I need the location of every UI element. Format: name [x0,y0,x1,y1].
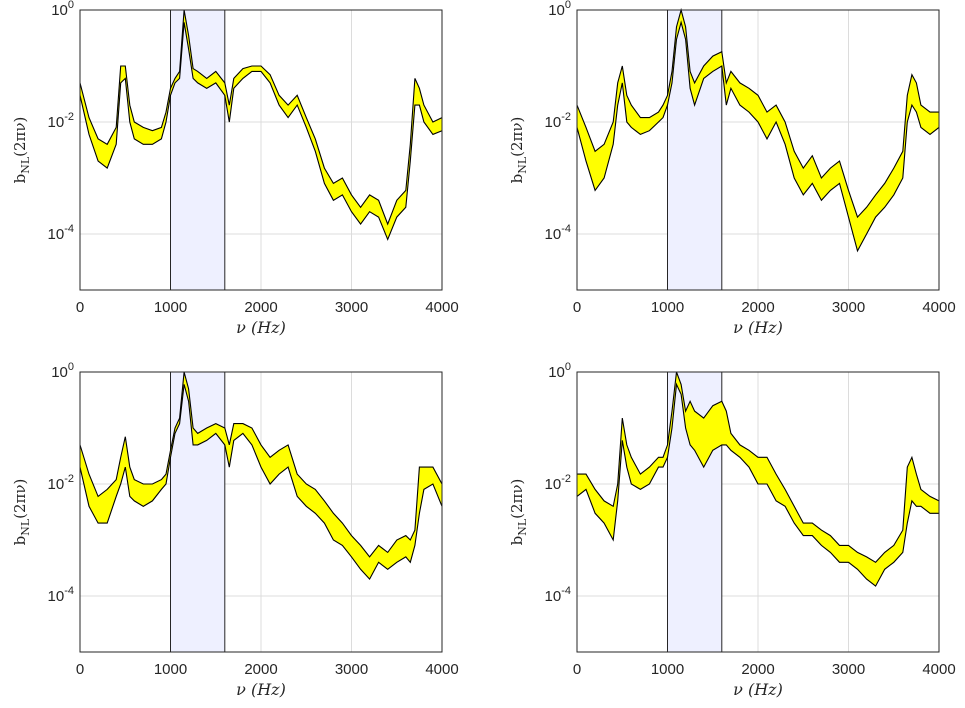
x-tick-label: 0 [76,661,84,678]
x-tick-label: 4000 [425,661,458,678]
y-tick-label: 10-4 [48,585,74,605]
x-tick-label: 1000 [651,661,684,678]
x-tick-label: 3000 [832,299,865,316]
axes-frame [576,9,940,291]
series-line-lower [576,20,940,253]
series-line-upper [577,371,940,564]
highlight-band [170,371,226,653]
x-tick-label: 0 [573,299,581,316]
axes-frame [79,371,443,653]
x-axis-label: ν (Hz) [733,680,783,699]
y-tick-label: 100 [51,0,74,19]
x-tick-label: 0 [573,661,581,678]
x-axis-label: ν (Hz) [236,318,286,337]
axes-frame [576,371,940,653]
panel-bottom-right: 0 1000 2000 3000 4000 10-4 10-2 100 ν (Hz) bNL(2π… [508,361,956,699]
panel-top-left: 0 1000 2000 3000 4000 10-4 10-2 100 ν (Hz) bNL(2π… [11,0,459,337]
x-axis-label: ν (Hz) [236,680,286,699]
x-axis-label: ν (Hz) [733,318,783,337]
y-tick-label: 10-2 [48,111,74,131]
y-axis-label: bNL(2πν) [11,479,32,546]
x-tick-label: 2000 [244,661,277,678]
y-tick-label: 10-2 [48,473,74,493]
y-axis-label: bNL(2πν) [508,117,529,184]
series-line-upper [79,9,443,226]
x-tick-label: 0 [76,299,84,316]
x-tick-label: 3000 [335,299,368,316]
x-tick-label: 2000 [741,299,774,316]
y-tick-label: 10-4 [545,585,571,605]
highlight-band [170,9,226,291]
x-tick-label: 1000 [154,299,187,316]
x-tick-label: 1000 [651,299,684,316]
y-tick-label: 10-2 [545,473,571,493]
panel-top-right: 0 1000 2000 3000 4000 10-4 10-2 100 ν (Hz) bNL(2π… [508,0,956,337]
y-tick-label: 10-4 [545,223,571,243]
y-tick-label: 100 [548,0,571,19]
y-tick-label: 10-4 [48,223,74,243]
x-tick-label: 3000 [832,661,865,678]
y-tick-label: 100 [51,361,74,381]
x-tick-label: 4000 [922,661,955,678]
series-line-lower [79,22,443,241]
series-line-lower [79,384,443,581]
y-axis-label: bNL(2πν) [11,117,32,184]
y-tick-label: 100 [548,361,571,381]
series-line-lower [576,382,939,587]
series-line-upper [576,7,939,219]
panel-bottom-left: 0 1000 2000 3000 4000 10-4 10-2 100 ν (Hz) bNL(2π… [11,361,459,699]
x-tick-label: 1000 [154,661,187,678]
x-tick-label: 2000 [244,299,277,316]
y-axis-label: bNL(2πν) [508,479,529,546]
x-tick-label: 4000 [425,299,458,316]
envelope-area [577,372,939,587]
series-line-upper [79,371,443,558]
y-tick-label: 10-2 [545,111,571,131]
x-tick-label: 3000 [335,661,368,678]
x-tick-label: 2000 [741,661,774,678]
axes-frame [79,9,443,291]
x-tick-label: 4000 [922,299,955,316]
